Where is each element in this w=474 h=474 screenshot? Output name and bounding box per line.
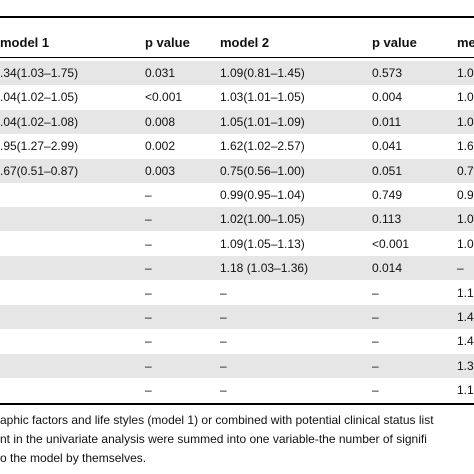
table-cell: –	[145, 261, 152, 276]
table-row: – – – 1.3	[0, 353, 474, 378]
table-cell: 0.004	[372, 90, 403, 105]
table-row: – 1.02(1.00–1.05) 0.113 1.0	[0, 207, 474, 232]
table-cell: –	[145, 310, 152, 324]
table-cell: 1.0	[457, 114, 474, 129]
header-rule	[0, 57, 474, 58]
bottom-rule	[0, 403, 474, 405]
table-cell: .67(0.51–0.87)	[0, 163, 79, 178]
table-cell: 1.0	[457, 90, 474, 105]
table-row: .34(1.03–1.75) 0.031 1.09(0.81–1.45) 0.573 1…	[0, 61, 474, 85]
table-cell: 1.3	[457, 358, 474, 373]
table-row: .04(1.02–1.05) <0.001 1.03(1.01–1.05) 0.004…	[0, 85, 474, 109]
table-cell: –	[220, 310, 227, 324]
table-row: .95(1.27–2.99) 0.002 1.62(1.02–2.57) 0.041 1…	[0, 134, 474, 158]
table-cell: 1.02(1.00–1.05)	[220, 212, 305, 227]
table-cell: 1.09(0.81–1.45)	[220, 66, 305, 80]
table-cell: –	[145, 383, 152, 398]
table-cell: –	[372, 285, 379, 300]
table-cell: 1.0	[457, 212, 474, 227]
table-row: – – – 1.4	[0, 305, 474, 329]
table-cell: 0.75(0.56–1.00)	[220, 163, 305, 178]
table-cell: –	[145, 212, 152, 227]
table-cell: –	[372, 383, 379, 398]
table-cell: 0.7	[457, 163, 474, 178]
table-row: – – – 1.4	[0, 329, 474, 353]
table-cell: 1.1	[457, 285, 474, 300]
table-cell: 1.05(1.01–1.09)	[220, 114, 305, 129]
table-cell: –	[372, 310, 379, 324]
table-row: – – – 1.1	[0, 378, 474, 402]
table-cell: 0.573	[372, 66, 403, 80]
table-cell: 0.113	[372, 212, 402, 227]
table-cell: .95(1.27–2.99)	[0, 139, 79, 154]
footnote-line: nt in the univariate analysis were summe…	[0, 432, 427, 446]
table-cell: .34(1.03–1.75)	[0, 66, 79, 80]
header-row: model 1 p value model 2 p value me	[0, 31, 474, 55]
table-cell: 0.9	[457, 188, 474, 202]
table-row: – 1.09(1.05–1.13) <0.001 1.0	[0, 232, 474, 256]
table-cell: –	[220, 358, 227, 373]
table-cell: 1.62(1.02–2.57)	[220, 139, 305, 154]
table-cell: 1.6	[457, 139, 474, 154]
column-header: model 2	[220, 35, 270, 50]
table-cell: –	[145, 188, 152, 202]
table-cell: 0.031	[145, 66, 176, 80]
table-cell: –	[145, 334, 152, 349]
table-cell: <0.001	[145, 90, 183, 105]
table-cell: 1.09(1.05–1.13)	[220, 236, 305, 251]
table-cell: 1.4	[457, 310, 474, 324]
table-cell: 1.1	[457, 383, 474, 398]
table-cell: –	[220, 383, 227, 398]
footnote-line: aphic factors and life styles (model 1) …	[0, 413, 434, 427]
table-cell: 0.002	[145, 139, 176, 154]
table-cell: 1.03(1.01–1.05)	[220, 90, 305, 105]
column-header: me	[457, 35, 474, 50]
table-cell: 0.749	[372, 188, 403, 202]
table-cell: –	[457, 261, 464, 276]
table-cell: –	[372, 358, 379, 373]
table-row: .67(0.51–0.87) 0.003 0.75(0.56–1.00) 0.051 0…	[0, 158, 474, 183]
table-cell: 0.008	[145, 114, 176, 129]
table-cell: 1.18 (1.03–1.36)	[220, 261, 309, 276]
table-cell: .04(1.02–1.08)	[0, 114, 79, 129]
footnote-line: o the model by themselves.	[0, 451, 147, 465]
table-cell: 1.4	[457, 334, 474, 349]
table-cell: 0.041	[372, 139, 403, 154]
table-cell: –	[145, 236, 152, 251]
top-rule	[0, 16, 474, 18]
table-cell: 0.011	[372, 114, 402, 129]
table-cell: 1.0	[457, 66, 474, 80]
column-header: model 1	[0, 35, 50, 50]
table-cell: –	[145, 358, 152, 373]
table-cell: <0.001	[372, 236, 410, 251]
table-cell: 0.014	[372, 261, 403, 276]
table-row: .04(1.02–1.08) 0.008 1.05(1.01–1.09) 0.011 1…	[0, 109, 474, 134]
table-cell: 0.003	[145, 163, 176, 178]
table-cell: –	[220, 334, 227, 349]
table-row: – 0.99(0.95–1.04) 0.749 0.9	[0, 183, 474, 207]
table-cell: –	[372, 334, 379, 349]
table-cell: –	[220, 285, 227, 300]
table-row: – – – 1.1	[0, 281, 474, 305]
table-cell: 1.0	[457, 236, 474, 251]
table-cell: .04(1.02–1.05)	[0, 90, 79, 105]
column-header: p value	[145, 35, 190, 50]
table-row: – 1.18 (1.03–1.36) 0.014 –	[0, 256, 474, 281]
table-cell: –	[145, 285, 152, 300]
column-header: p value	[372, 35, 417, 50]
table-cell: 0.051	[372, 163, 403, 178]
table-cell: 0.99(0.95–1.04)	[220, 188, 305, 202]
